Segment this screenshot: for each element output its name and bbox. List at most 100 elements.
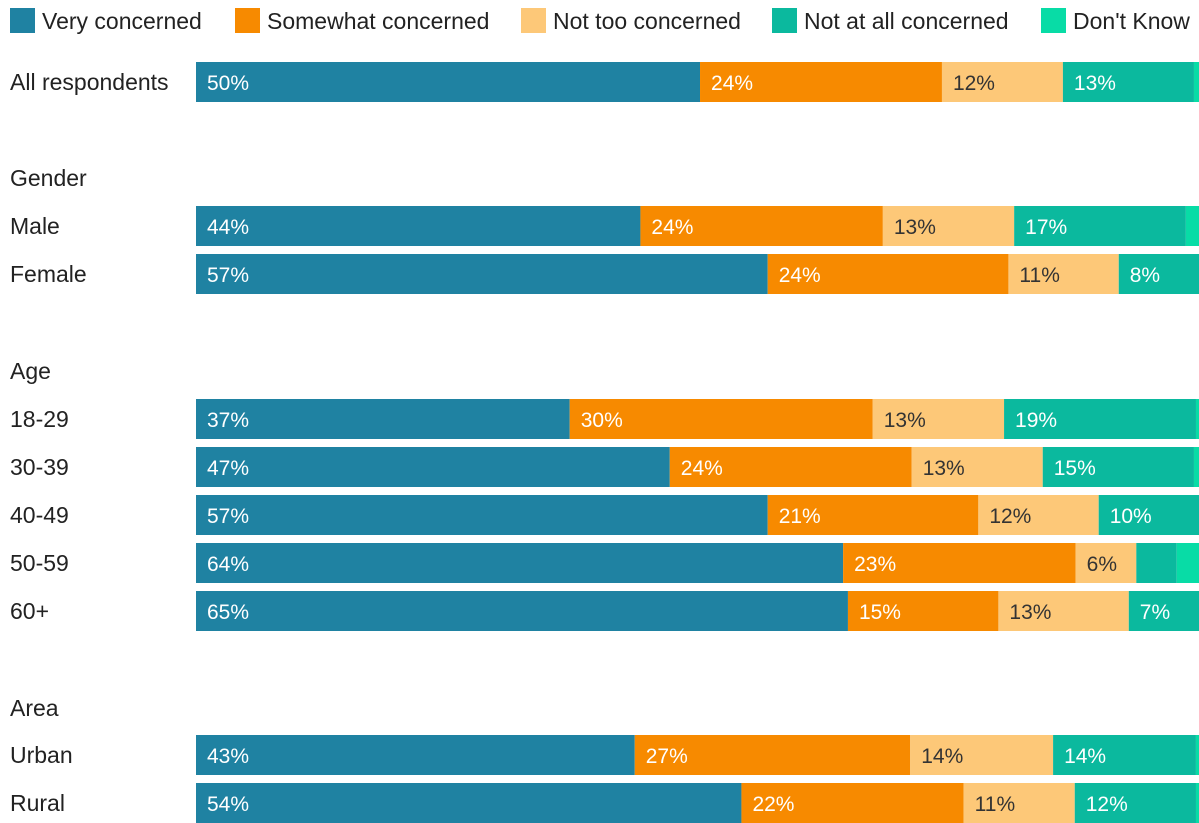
bar-segment-somewhat-concerned <box>843 543 1076 583</box>
bar-row: Female 57% 24% 11% 8% <box>10 254 1199 294</box>
data-label: 50% <box>207 72 249 95</box>
chart-legend: Very concerned Somewhat concerned Not too … <box>10 8 1190 34</box>
data-label: 13% <box>884 409 926 432</box>
bar-segment-very-concerned <box>196 495 768 535</box>
bar-segment-somewhat-concerned <box>700 62 942 102</box>
bar-segment-somewhat-concerned <box>640 206 883 246</box>
data-label: 13% <box>894 216 936 239</box>
data-label: 15% <box>1054 457 1096 480</box>
bar-segment-not-too-concerned <box>1008 254 1119 294</box>
row-label: 30-39 <box>10 454 69 480</box>
bar-segment-not-at-all-concerned <box>1128 591 1199 631</box>
bar-segment-somewhat-concerned <box>767 495 979 535</box>
data-label: 23% <box>854 553 896 576</box>
bar-segment-not-too-concerned <box>1075 543 1137 583</box>
data-label: 64% <box>207 553 249 576</box>
data-label: 14% <box>921 745 963 768</box>
data-label: 43% <box>207 745 249 768</box>
bar-segment-don-t-know <box>1193 62 1199 102</box>
data-label: 7% <box>1140 601 1170 624</box>
row-label: Male <box>10 213 60 239</box>
bar-segment-not-too-concerned <box>998 591 1129 631</box>
bar-segment-very-concerned <box>196 254 768 294</box>
bar-row: 18-29 37% 30% 13% 19% <box>10 399 1199 439</box>
group-label: Gender <box>10 165 87 191</box>
bar-segment-not-at-all-concerned <box>1053 735 1196 775</box>
bar-segment-somewhat-concerned <box>741 783 964 823</box>
data-label: 57% <box>207 505 249 528</box>
bar-segment-very-concerned <box>196 399 570 439</box>
bar-segment-not-too-concerned <box>911 447 1043 487</box>
data-label: 21% <box>779 505 821 528</box>
bar-segment-not-too-concerned <box>963 783 1075 823</box>
bar-segment-somewhat-concerned <box>767 254 1009 294</box>
group-label: Area <box>10 695 59 721</box>
bar-segment-somewhat-concerned <box>847 591 999 631</box>
bar-segment-somewhat-concerned <box>569 399 873 439</box>
data-label: 14% <box>1064 745 1106 768</box>
data-label: 27% <box>646 745 688 768</box>
row-label: 40-49 <box>10 502 69 528</box>
data-label: 57% <box>207 264 249 287</box>
bar-segment-not-at-all-concerned <box>1098 495 1199 535</box>
bar-segment-not-too-concerned <box>882 206 1015 246</box>
data-label: 12% <box>1086 793 1128 816</box>
bar-segment-don-t-know <box>1185 206 1199 246</box>
bar-row: Rural 54% 22% 11% 12% <box>10 783 1199 823</box>
row-label: 60+ <box>10 598 49 624</box>
bar-row: Male 44% 24% 13% 17% <box>10 206 1199 246</box>
data-label: 47% <box>207 457 249 480</box>
legend-swatch-2 <box>521 8 546 33</box>
legend-swatch-3 <box>772 8 797 33</box>
data-label: 10% <box>1110 505 1152 528</box>
data-label: 17% <box>1025 216 1067 239</box>
data-label: 24% <box>779 264 821 287</box>
data-label: 13% <box>1074 72 1116 95</box>
bar-segment-not-too-concerned <box>978 495 1099 535</box>
data-label: 12% <box>953 72 995 95</box>
legend-swatch-4 <box>1041 8 1066 33</box>
data-label: 54% <box>207 793 249 816</box>
bar-segment-don-t-know <box>1176 543 1199 583</box>
bar-segment-not-at-all-concerned <box>1074 783 1196 823</box>
row-label: Urban <box>10 742 73 768</box>
data-label: 22% <box>752 793 794 816</box>
bar-segment-not-at-all-concerned <box>1136 543 1177 583</box>
bar-segment-very-concerned <box>196 783 742 823</box>
data-label: 24% <box>651 216 693 239</box>
bar-row: 60+ 65% 15% 13% 7% <box>10 591 1199 631</box>
data-label: 13% <box>923 457 965 480</box>
data-label: 24% <box>711 72 753 95</box>
bar-segment-somewhat-concerned <box>669 447 912 487</box>
row-label: Rural <box>10 790 65 816</box>
bar-row: Urban 43% 27% 14% 14% <box>10 735 1199 775</box>
legend-label-3: Not at all concerned <box>804 8 1009 34</box>
legend-label-0: Very concerned <box>42 8 202 34</box>
data-label: 19% <box>1015 409 1057 432</box>
data-label: 37% <box>207 409 249 432</box>
bar-segment-very-concerned <box>196 447 670 487</box>
data-label: 12% <box>989 505 1031 528</box>
bar-row: 40-49 57% 21% 12% 10% <box>10 495 1199 535</box>
legend-label-4: Don't Know <box>1073 8 1190 34</box>
data-label: 30% <box>581 409 623 432</box>
bar-segment-not-at-all-concerned <box>1062 62 1194 102</box>
bar-row: All respondents 50% 24% 12% 13% <box>10 62 1199 102</box>
data-label: 11% <box>1019 264 1059 287</box>
bar-segment-don-t-know <box>1195 399 1199 439</box>
bar-segment-very-concerned <box>196 543 844 583</box>
bar-segment-not-too-concerned <box>872 399 1005 439</box>
bar-row: 50-59 64% 23% 6% <box>10 543 1199 583</box>
bar-segment-not-at-all-concerned <box>1004 399 1196 439</box>
row-label: All respondents <box>10 69 169 95</box>
bar-segment-somewhat-concerned <box>634 735 911 775</box>
bar-row: 30-39 47% 24% 13% 15% <box>10 447 1199 487</box>
legend-swatch-1 <box>235 8 260 33</box>
bar-segment-not-at-all-concerned <box>1042 447 1194 487</box>
legend-swatch-0 <box>10 8 35 33</box>
group-label: Age <box>10 358 51 384</box>
bar-segment-very-concerned <box>196 206 641 246</box>
data-label: 6% <box>1087 553 1117 576</box>
bar-segment-don-t-know <box>1195 783 1199 823</box>
